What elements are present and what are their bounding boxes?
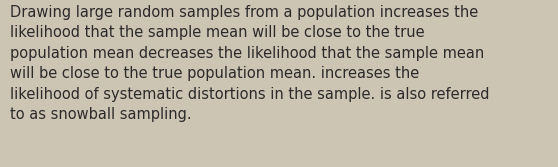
Text: Drawing large random samples from a population increases the
likelihood that the: Drawing large random samples from a popu…: [10, 5, 489, 122]
